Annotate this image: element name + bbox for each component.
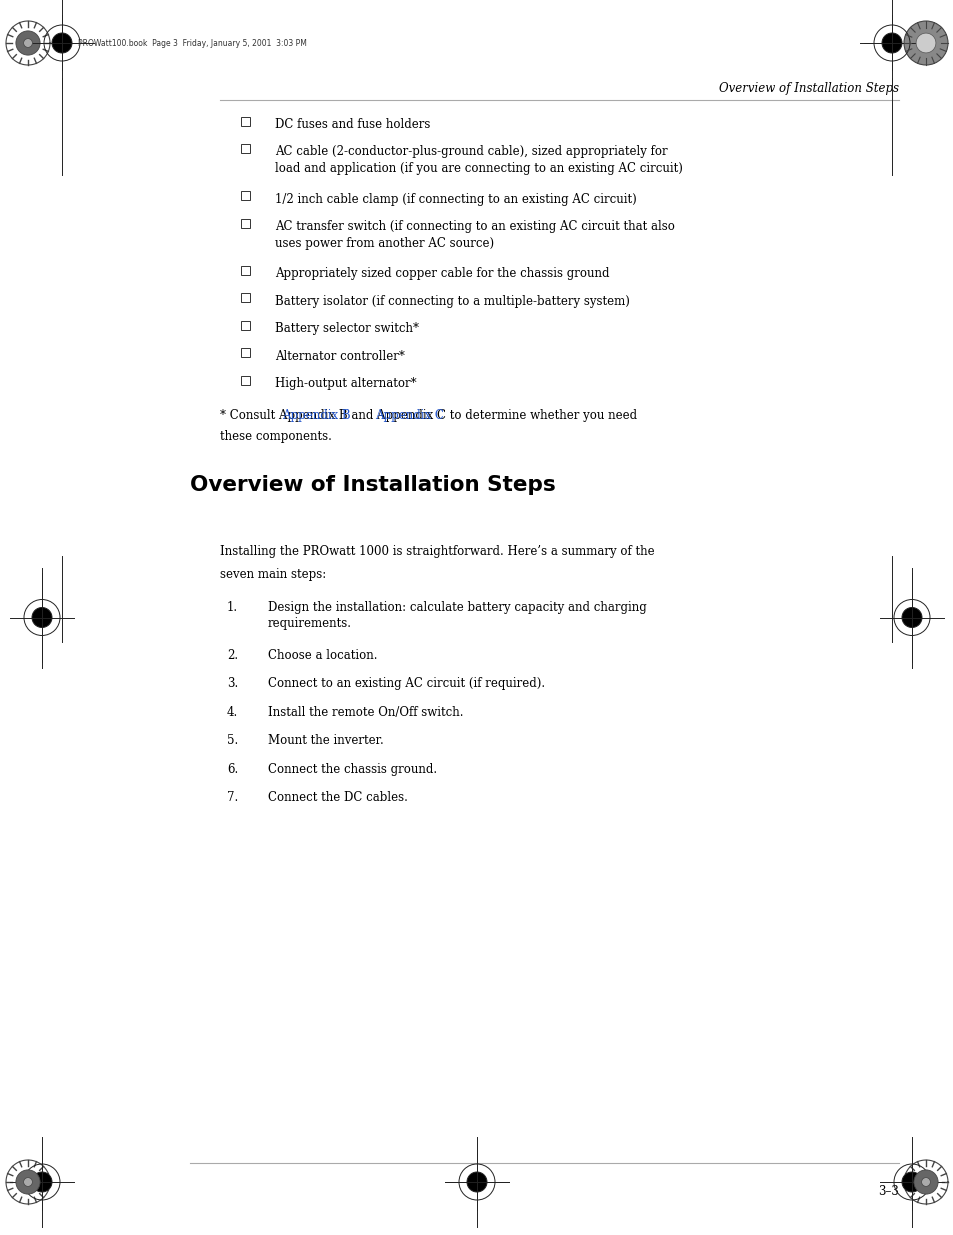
Text: DC fuses and fuse holders: DC fuses and fuse holders xyxy=(274,119,430,131)
Bar xyxy=(240,348,250,357)
Text: Alternator controller*: Alternator controller* xyxy=(274,350,404,363)
Circle shape xyxy=(16,31,40,56)
Text: Appropriately sized copper cable for the chassis ground: Appropriately sized copper cable for the… xyxy=(274,267,609,280)
Circle shape xyxy=(915,33,935,53)
Circle shape xyxy=(903,21,947,65)
Text: 1/2 inch cable clamp (if connecting to an existing AC circuit): 1/2 inch cable clamp (if connecting to a… xyxy=(274,193,636,205)
Text: Install the remote On/Off switch.: Install the remote On/Off switch. xyxy=(268,706,463,719)
Circle shape xyxy=(921,1178,929,1187)
Text: 2.: 2. xyxy=(227,648,237,662)
Text: Battery selector switch*: Battery selector switch* xyxy=(274,322,418,335)
Circle shape xyxy=(52,33,71,53)
Bar xyxy=(240,144,250,153)
Circle shape xyxy=(24,38,32,47)
Circle shape xyxy=(32,608,52,627)
Text: Battery isolator (if connecting to a multiple-battery system): Battery isolator (if connecting to a mul… xyxy=(274,294,629,308)
Bar xyxy=(240,191,250,200)
Text: Overview of Installation Steps: Overview of Installation Steps xyxy=(190,475,556,495)
Text: Mount the inverter.: Mount the inverter. xyxy=(268,735,383,747)
Text: AC transfer switch (if connecting to an existing AC circuit that also
uses power: AC transfer switch (if connecting to an … xyxy=(274,220,674,249)
Text: High-output alternator*: High-output alternator* xyxy=(274,377,416,390)
Circle shape xyxy=(901,1172,921,1192)
Text: 3–3: 3–3 xyxy=(877,1186,898,1198)
Text: Connect the DC cables.: Connect the DC cables. xyxy=(268,792,408,804)
Circle shape xyxy=(16,1170,40,1194)
Text: * Consult Appendix B and Appendix C to determine whether you need: * Consult Appendix B and Appendix C to d… xyxy=(220,409,637,421)
Circle shape xyxy=(32,1172,52,1192)
Circle shape xyxy=(882,33,901,53)
Text: 5.: 5. xyxy=(227,735,237,747)
Text: Appendix C: Appendix C xyxy=(375,409,443,421)
Bar xyxy=(240,116,250,126)
Circle shape xyxy=(901,608,921,627)
Text: Connect to an existing AC circuit (if required).: Connect to an existing AC circuit (if re… xyxy=(268,678,544,690)
Text: 7.: 7. xyxy=(227,792,237,804)
Bar xyxy=(240,266,250,274)
Text: 3.: 3. xyxy=(227,678,237,690)
Circle shape xyxy=(467,1172,486,1192)
Circle shape xyxy=(24,1178,32,1187)
Bar xyxy=(240,321,250,330)
Text: 1.: 1. xyxy=(227,601,237,614)
Bar xyxy=(240,219,250,227)
Text: PROWatt100.book  Page 3  Friday, January 5, 2001  3:03 PM: PROWatt100.book Page 3 Friday, January 5… xyxy=(78,38,307,47)
Text: Overview of Installation Steps: Overview of Installation Steps xyxy=(719,82,898,95)
Text: AC cable (2-conductor-plus-ground cable), sized appropriately for
load and appli: AC cable (2-conductor-plus-ground cable)… xyxy=(274,146,682,175)
Text: Appendix B: Appendix B xyxy=(282,409,351,421)
Text: Installing the PROwatt 1000 is straightforward. Here’s a summary of the: Installing the PROwatt 1000 is straightf… xyxy=(220,545,654,558)
Circle shape xyxy=(913,1170,937,1194)
Text: 4.: 4. xyxy=(227,706,237,719)
Text: Design the installation: calculate battery capacity and charging
requirements.: Design the installation: calculate batte… xyxy=(268,601,646,630)
Bar xyxy=(240,293,250,303)
Text: seven main steps:: seven main steps: xyxy=(220,568,326,582)
Text: Choose a location.: Choose a location. xyxy=(268,648,377,662)
Text: these components.: these components. xyxy=(220,430,332,443)
Text: Connect the chassis ground.: Connect the chassis ground. xyxy=(268,763,436,776)
Text: 6.: 6. xyxy=(227,763,237,776)
Bar xyxy=(240,375,250,384)
